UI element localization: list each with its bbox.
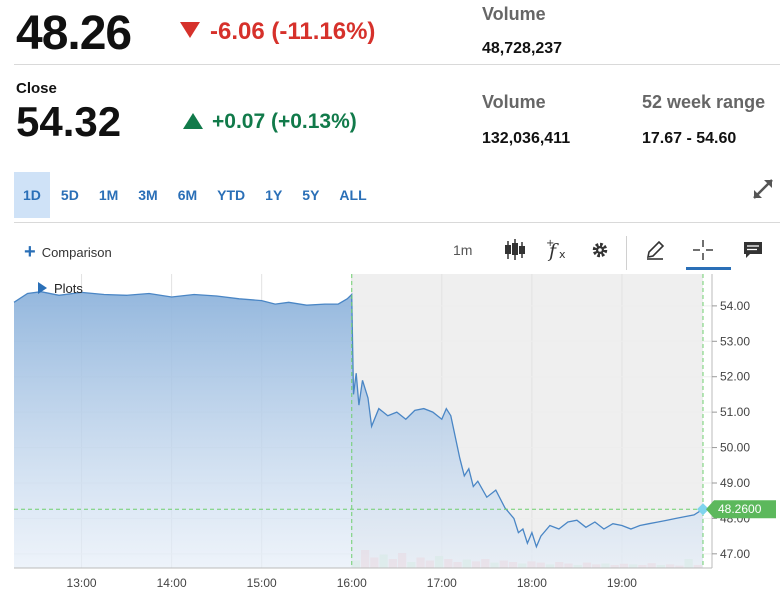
last-price-marker — [696, 503, 709, 516]
y-tick-label: 54.00 — [720, 299, 750, 313]
divider — [14, 64, 780, 65]
comparison-button[interactable]: + Comparison — [24, 241, 112, 263]
gear-icon[interactable] — [585, 236, 615, 264]
y-tick-label: 53.00 — [720, 334, 750, 348]
volume-value: 48,728,237 — [482, 40, 563, 57]
plots-toggle[interactable]: Plots — [54, 281, 83, 296]
x-tick-label: 19:00 — [607, 576, 637, 590]
function-icon[interactable]: f x + — [543, 236, 573, 264]
comparison-label: Comparison — [41, 244, 112, 260]
volume-value-session: 132,036,411 — [482, 130, 571, 147]
x-tick-label: 17:00 — [427, 576, 457, 590]
toolbar-divider — [626, 236, 627, 270]
tab-5d[interactable]: 5D — [60, 187, 79, 203]
tab-1d[interactable]: 1D — [14, 172, 50, 218]
price-line — [13, 291, 704, 549]
current-price-tag: 48.2600 — [706, 500, 776, 519]
arrow-down-icon — [180, 22, 200, 38]
arrow-up-icon — [183, 113, 203, 129]
y-tick-label: 49.00 — [720, 476, 750, 490]
candlestick-icon[interactable] — [500, 236, 530, 264]
divider — [14, 222, 780, 223]
expand-icon[interactable] — [748, 174, 778, 204]
x-axis: 13:00 14:00 15:00 16:00 17:00 18:00 19:00 — [14, 567, 712, 590]
tab-ytd[interactable]: YTD — [217, 187, 246, 203]
tab-6m[interactable]: 6M — [177, 187, 198, 203]
price-area — [14, 291, 703, 568]
svg-text:+: + — [546, 238, 554, 249]
close-label: Close — [16, 80, 57, 97]
range-tabs: 1D 5D 1M 3M 6M YTD 1Y 5Y ALL — [14, 172, 378, 218]
plots-arrow-icon — [38, 282, 47, 294]
tab-all[interactable]: ALL — [339, 187, 367, 203]
plus-icon: + — [24, 241, 36, 263]
52-week-range-label: 52 week range — [642, 92, 766, 112]
svg-text:x: x — [559, 248, 566, 261]
close-price: 54.32 — [16, 98, 122, 145]
tab-1y[interactable]: 1Y — [265, 187, 283, 203]
last-price: 48.26 — [16, 7, 132, 60]
x-tick-label: 13:00 — [67, 576, 97, 590]
price-change-close: +0.07 (+0.13%) — [212, 110, 357, 133]
y-tick-label: 50.00 — [720, 441, 750, 455]
y-tick-label: 52.00 — [720, 370, 750, 384]
pencil-icon[interactable] — [640, 236, 670, 264]
current-price-tag-label: 48.2600 — [718, 502, 762, 516]
tab-3m[interactable]: 3M — [138, 187, 158, 203]
x-tick-label: 14:00 — [157, 576, 187, 590]
y-tick-label: 47.00 — [720, 547, 750, 561]
y-tick-label: 51.00 — [720, 405, 750, 419]
price-chart[interactable]: 47.0048.0049.0050.0051.0052.0053.0054.00… — [0, 270, 780, 596]
tab-5y[interactable]: 5Y — [302, 187, 320, 203]
x-tick-label: 16:00 — [337, 576, 367, 590]
52-week-range-value: 17.67 - 54.60 — [642, 130, 737, 147]
volume-label: Volume — [482, 4, 546, 24]
svg-text:f: f — [547, 240, 559, 262]
tab-1m[interactable]: 1M — [98, 187, 119, 203]
x-tick-label: 15:00 — [247, 576, 277, 590]
price-change-after-hours: -6.06 (-11.16%) — [210, 18, 376, 45]
x-tick-label: 18:00 — [517, 576, 547, 590]
comment-icon[interactable] — [738, 236, 768, 264]
volume-label-session: Volume — [482, 92, 546, 112]
interval-button[interactable]: 1m — [453, 242, 473, 258]
crosshair-icon[interactable] — [688, 236, 718, 264]
active-tool-indicator — [686, 267, 731, 270]
